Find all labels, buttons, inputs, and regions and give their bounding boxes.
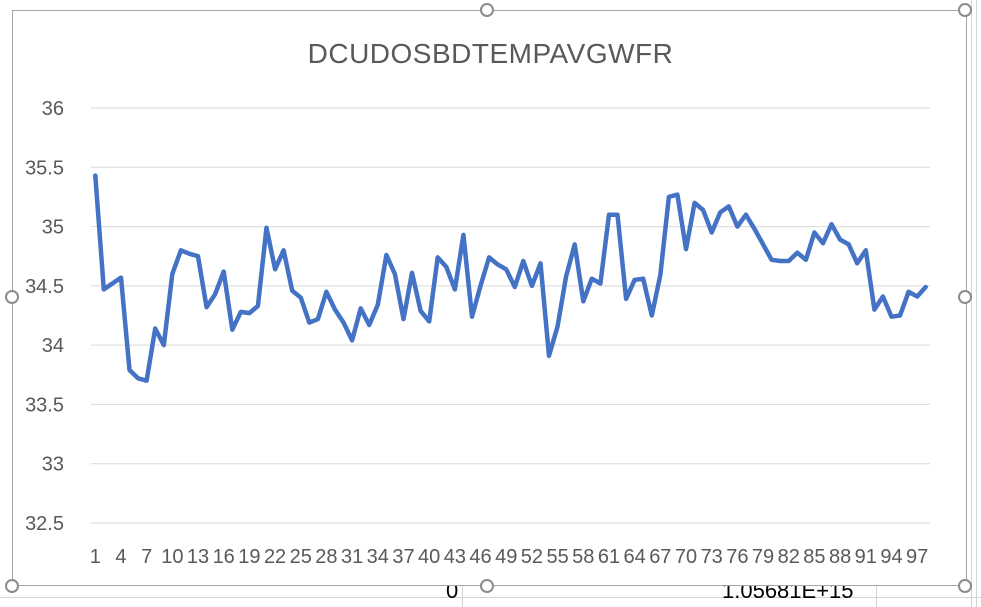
x-tick-label: 31	[341, 546, 363, 568]
x-tick-label: 52	[521, 546, 543, 568]
x-tick-label: 22	[264, 546, 286, 568]
x-tick-label: 4	[115, 546, 126, 568]
x-tick-label: 61	[598, 546, 620, 568]
x-tick-label: 16	[213, 546, 235, 568]
x-tick-label: 55	[546, 546, 568, 568]
x-tick-label: 94	[880, 546, 902, 568]
x-tick-label: 79	[752, 546, 774, 568]
x-tick-label: 40	[418, 546, 440, 568]
sheet-column-divider	[876, 586, 877, 607]
resize-handle-bottom-left[interactable]	[5, 579, 19, 593]
y-tick-label: 34	[42, 335, 64, 357]
resize-handle-right[interactable]	[958, 290, 972, 304]
x-tick-label: 64	[624, 546, 646, 568]
resize-handle-top[interactable]	[480, 3, 494, 17]
x-tick-label: 43	[444, 546, 466, 568]
x-tick-label: 1	[90, 546, 101, 568]
x-tick-label: 85	[803, 546, 825, 568]
y-tick-label: 36	[42, 98, 64, 120]
x-tick-label: 73	[701, 546, 723, 568]
y-tick-label: 33.5	[25, 394, 64, 416]
x-tick-label: 7	[141, 546, 152, 568]
x-tick-label: 46	[469, 546, 491, 568]
x-tick-label: 28	[315, 546, 337, 568]
sheet-column-divider	[462, 586, 463, 607]
x-tick-label: 97	[906, 546, 928, 568]
x-tick-label: 58	[572, 546, 594, 568]
y-tick-label: 32.5	[25, 513, 64, 535]
x-tick-label: 25	[290, 546, 312, 568]
resize-handle-bottom[interactable]	[480, 579, 494, 593]
x-tick-label: 70	[675, 546, 697, 568]
x-tick-label: 82	[778, 546, 800, 568]
x-tick-label: 88	[829, 546, 851, 568]
x-tick-label: 91	[855, 546, 877, 568]
y-tick-label: 34.5	[25, 276, 64, 298]
y-tick-label: 35	[42, 217, 64, 239]
x-tick-label: 67	[649, 546, 671, 568]
x-tick-label: 19	[238, 546, 260, 568]
x-tick-label: 10	[161, 546, 183, 568]
sheet-column-divider	[971, 0, 972, 607]
y-tick-label: 35.5	[25, 157, 64, 179]
y-tick-label: 33	[42, 454, 64, 476]
sheet-column-divider	[976, 0, 977, 607]
x-tick-label: 34	[367, 546, 389, 568]
chart-title[interactable]: DCUDOSBDTEMPAVGWFR	[307, 38, 674, 69]
x-tick-label: 49	[495, 546, 517, 568]
series-line	[93, 173, 928, 383]
x-tick-label: 37	[392, 546, 414, 568]
sheet-row-divider	[0, 597, 981, 598]
x-tick-label: 13	[187, 546, 209, 568]
resize-handle-top-right[interactable]	[958, 3, 972, 17]
resize-handle-bottom-right[interactable]	[958, 579, 972, 593]
x-tick-label: 76	[726, 546, 748, 568]
resize-handle-left[interactable]	[5, 290, 19, 304]
